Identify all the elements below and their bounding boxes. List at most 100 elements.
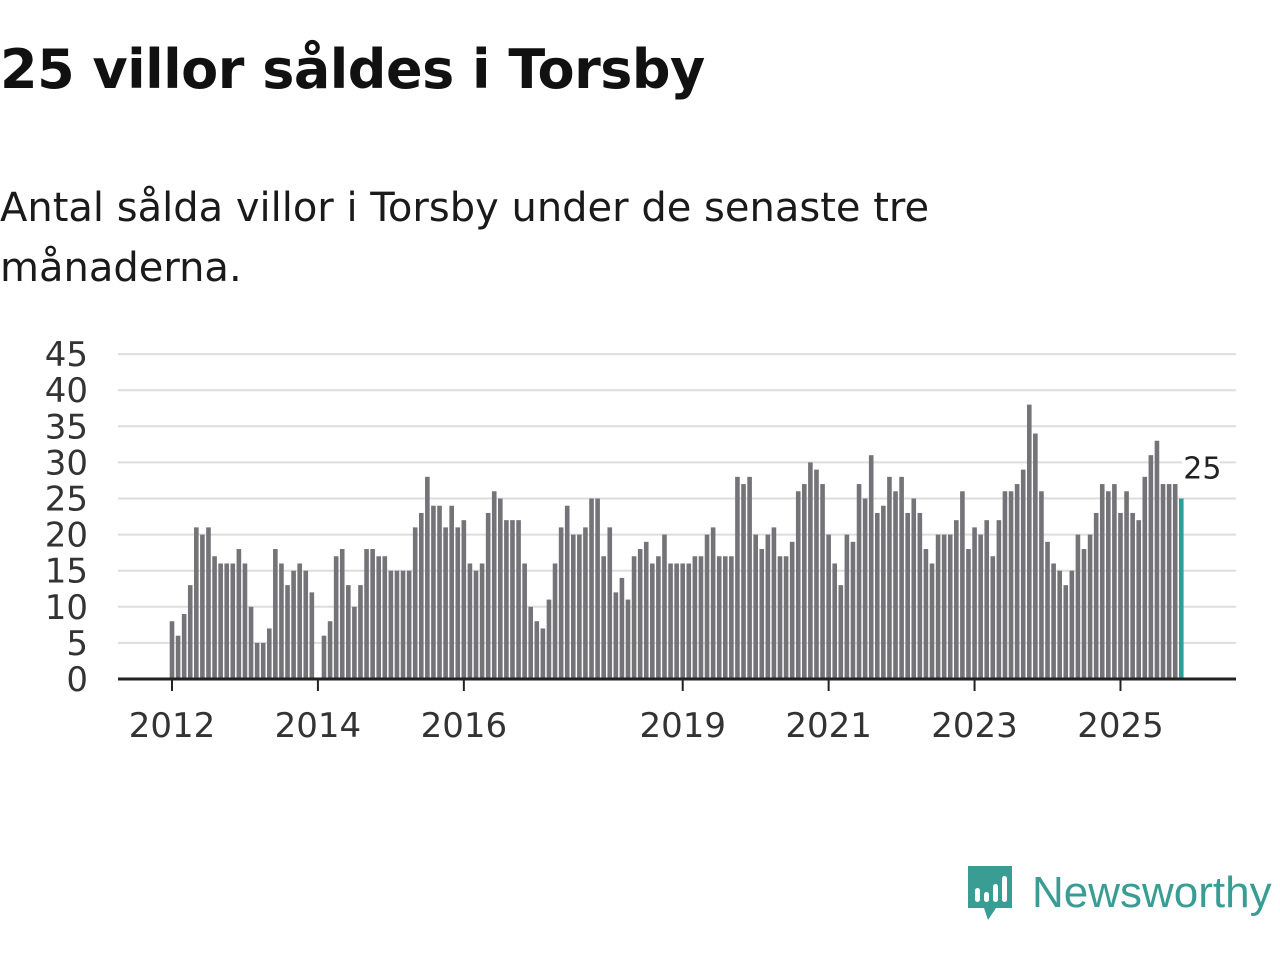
bar xyxy=(656,556,661,679)
bar xyxy=(394,570,400,679)
brand-name: Newsworthy xyxy=(1032,868,1272,917)
bar xyxy=(753,534,758,679)
bar xyxy=(224,563,230,679)
bar xyxy=(954,520,959,679)
bar xyxy=(990,556,996,679)
bar xyxy=(1051,563,1056,679)
bar xyxy=(175,635,181,679)
bar xyxy=(242,563,248,679)
bar xyxy=(929,563,935,679)
bar xyxy=(595,498,600,679)
bar xyxy=(443,527,448,679)
bar xyxy=(771,527,777,679)
bar xyxy=(260,642,266,679)
bar xyxy=(759,549,765,679)
bar xyxy=(619,577,625,679)
bar xyxy=(1136,520,1142,679)
bar xyxy=(461,520,467,679)
bar xyxy=(1063,585,1069,679)
bar xyxy=(881,505,886,679)
bar xyxy=(996,520,1002,679)
bar xyxy=(485,512,491,679)
y-tick-label: 40 xyxy=(45,371,88,411)
bar xyxy=(1087,534,1093,679)
bar xyxy=(412,527,418,679)
y-tick-label: 45 xyxy=(45,335,88,375)
bar xyxy=(674,563,679,679)
bar xyxy=(838,585,844,679)
bar xyxy=(449,505,454,679)
bar xyxy=(309,592,315,679)
highlight-bar xyxy=(1178,498,1184,679)
bar xyxy=(1093,512,1099,679)
bar xyxy=(230,563,236,679)
bar xyxy=(844,534,850,679)
bar xyxy=(698,556,704,679)
bar xyxy=(181,614,187,679)
bar xyxy=(765,534,771,679)
y-tick-label: 25 xyxy=(45,480,88,520)
bar xyxy=(935,534,941,679)
bar xyxy=(1014,484,1020,679)
bar xyxy=(802,484,807,679)
bar xyxy=(1075,534,1081,679)
bar xyxy=(1166,484,1172,679)
bar xyxy=(291,570,296,679)
bar xyxy=(643,541,649,679)
bar xyxy=(960,491,965,679)
bar xyxy=(376,556,382,679)
bar xyxy=(297,563,302,679)
x-tick-label: 2014 xyxy=(275,706,362,746)
x-tick-label: 2021 xyxy=(785,706,872,746)
y-tick-label: 0 xyxy=(66,660,88,700)
bar xyxy=(735,476,740,679)
bar xyxy=(741,484,746,679)
highlight-label-halo: 25 xyxy=(1183,452,1221,487)
bar xyxy=(637,549,643,679)
bar xyxy=(273,549,278,679)
bar xyxy=(722,556,728,679)
bar xyxy=(832,563,838,679)
bar xyxy=(370,549,375,679)
newsworthy-logo-icon xyxy=(968,866,1012,920)
x-tick-label: 2019 xyxy=(639,706,726,746)
bar xyxy=(358,585,363,679)
bar xyxy=(522,563,527,679)
bar xyxy=(1008,491,1014,679)
bar xyxy=(704,534,710,679)
bar xyxy=(455,527,461,679)
bar xyxy=(321,635,327,679)
bar xyxy=(303,570,309,679)
bar xyxy=(911,498,917,679)
bar xyxy=(1099,484,1105,679)
bar xyxy=(631,556,637,679)
bar xyxy=(346,585,351,679)
bar xyxy=(577,534,582,679)
bar xyxy=(1033,433,1038,679)
bar xyxy=(984,520,990,679)
bar xyxy=(388,570,394,679)
bar xyxy=(899,476,904,679)
bar xyxy=(1160,484,1166,679)
bar xyxy=(564,505,570,679)
bar xyxy=(1172,484,1178,679)
bar xyxy=(1112,484,1117,679)
bar xyxy=(418,512,424,679)
bar xyxy=(187,585,193,679)
bar xyxy=(285,585,290,679)
bar xyxy=(668,563,673,679)
bar xyxy=(607,527,613,679)
bar xyxy=(546,599,552,679)
bar xyxy=(662,534,667,679)
bar xyxy=(972,527,977,679)
bar xyxy=(570,534,576,679)
bar xyxy=(534,621,540,679)
bar xyxy=(917,512,923,679)
bar xyxy=(716,556,722,679)
bar xyxy=(437,505,442,679)
bar xyxy=(1002,491,1008,679)
bar xyxy=(498,498,503,679)
bar xyxy=(382,556,388,679)
bar xyxy=(333,556,339,679)
